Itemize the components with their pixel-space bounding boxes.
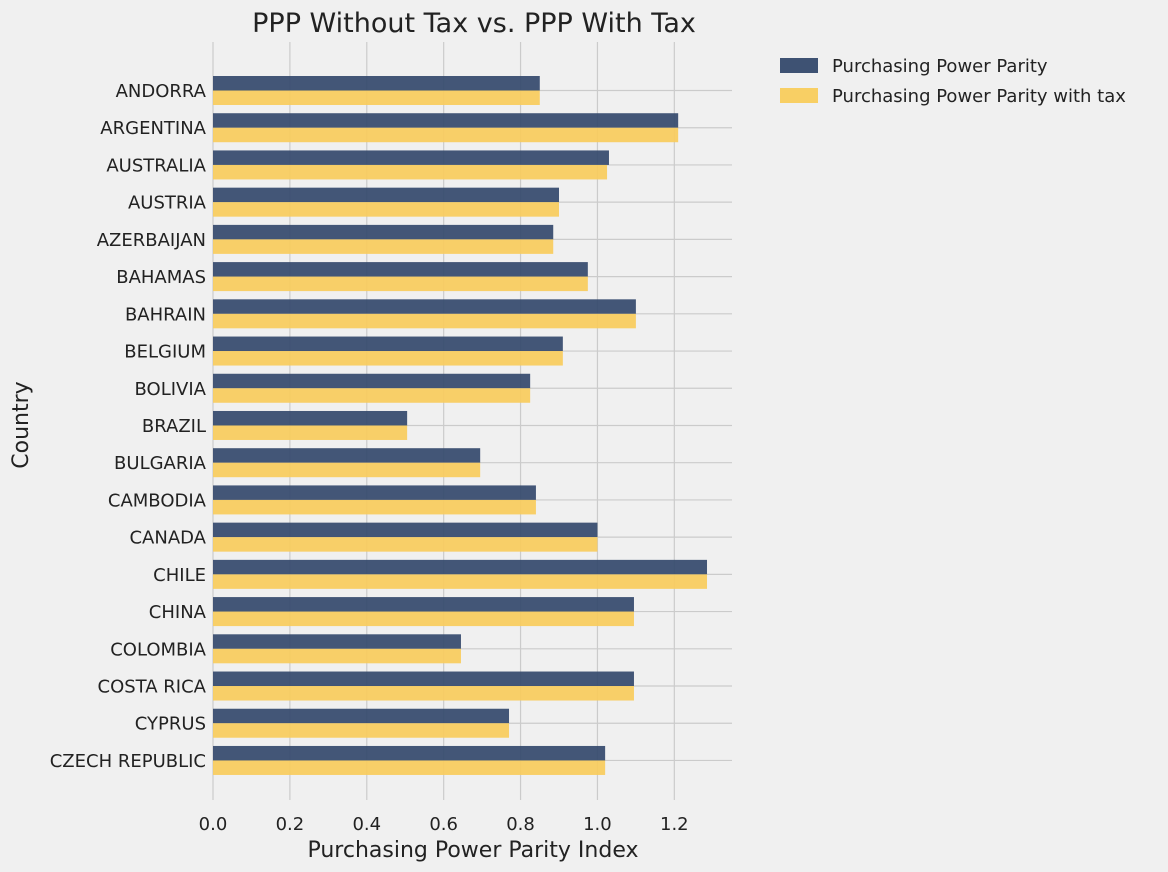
y-tick-label: ANDORRA (116, 81, 207, 102)
bar-ppp-chile (213, 559, 708, 575)
bar-ppp-with-tax-cyprus (213, 723, 510, 738)
bar-ppp-bolivia (213, 373, 531, 389)
y-tick-label: CANADA (129, 528, 206, 549)
bar-ppp-australia (213, 150, 609, 165)
x-tick-label: 0.8 (506, 814, 535, 835)
bar-ppp-with-tax-bulgaria (213, 462, 481, 478)
bar-ppp-with-tax-china (213, 611, 634, 627)
y-tick-label: COSTA RICA (98, 677, 207, 698)
y-tick-label: CZECH REPUBLIC (50, 751, 206, 772)
bar-ppp-canada (213, 522, 598, 538)
bar-ppp-with-tax-azerbaijan (213, 239, 554, 254)
bar-ppp-with-tax-canada (213, 537, 598, 552)
y-tick-label: COLOMBIA (110, 639, 206, 660)
y-tick-label: ARGENTINA (100, 118, 206, 139)
bar-ppp-bahamas (213, 262, 588, 277)
bar-ppp-azerbaijan (213, 224, 554, 240)
bar-ppp-with-tax-australia (213, 164, 608, 180)
y-tick-label: BAHAMAS (116, 267, 206, 288)
bar-ppp-with-tax-belgium (213, 351, 563, 366)
x-tick-label: 0.4 (352, 814, 381, 835)
x-tick-label: 0.2 (276, 814, 305, 835)
y-tick-label: BRAZIL (142, 416, 206, 437)
y-axis-title: Country (9, 381, 34, 468)
y-tick-label: BAHRAIN (125, 304, 206, 325)
bar-ppp-with-tax-bahamas (213, 276, 588, 292)
bar-ppp-costa-rica (213, 671, 634, 687)
y-tick-label: CAMBODIA (108, 490, 207, 511)
legend-label-series-2: Purchasing Power Parity with tax (832, 86, 1126, 107)
y-tick-label: AZERBAIJAN (97, 230, 206, 251)
x-tick-label: 1.2 (660, 814, 689, 835)
legend: Purchasing Power Parity Purchasing Power… (780, 56, 1126, 107)
bar-ppp-with-tax-bahrain (213, 313, 636, 329)
y-tick-label: AUSTRIA (128, 193, 207, 214)
y-tick-label: BULGARIA (114, 453, 207, 474)
legend-swatch-series-1 (780, 58, 818, 73)
bar-ppp-with-tax-chile (213, 574, 708, 589)
bar-ppp-with-tax-austria (213, 202, 559, 217)
y-tick-label: CHINA (149, 602, 207, 623)
y-tick-labels: ANDORRA ARGENTINA AUSTRALIA AUSTRIA AZERBAIJ… (50, 81, 207, 772)
x-axis-title: Purchasing Power Parity Index (307, 838, 638, 863)
bar-ppp-austria (213, 187, 559, 203)
x-tick-label: 0.0 (199, 814, 228, 835)
bar-ppp-cyprus (213, 708, 510, 724)
legend-label-series-1: Purchasing Power Parity (832, 56, 1048, 77)
bar-ppp-brazil (213, 410, 408, 426)
y-tick-label: AUSTRALIA (106, 155, 206, 176)
bar-ppp-with-tax-colombia (213, 648, 461, 664)
bar-ppp-belgium (213, 336, 563, 352)
bar-ppp-argentina (213, 113, 679, 128)
y-tick-label: CYPRUS (135, 714, 206, 735)
bar-ppp-bulgaria (213, 448, 481, 463)
bar-ppp-with-tax-argentina (213, 127, 679, 143)
bar-ppp-with-tax-cambodia (213, 499, 536, 515)
bar-ppp-china (213, 597, 634, 612)
y-tick-label: CHILE (153, 565, 206, 586)
bar-ppp-bahrain (213, 299, 636, 314)
bar-ppp-cambodia (213, 485, 536, 500)
y-tick-label: BOLIVIA (135, 379, 207, 400)
bar-ppp-with-tax-andorra (213, 90, 540, 105)
x-tick-label: 1.0 (583, 814, 612, 835)
bar-ppp-andorra (213, 76, 540, 91)
x-tick-label: 0.6 (429, 814, 458, 835)
bar-ppp-colombia (213, 634, 461, 649)
bars (213, 76, 708, 775)
chart-title: PPP Without Tax vs. PPP With Tax (252, 8, 696, 39)
bar-ppp-czech-republic (213, 745, 606, 761)
bar-ppp-with-tax-bolivia (213, 388, 531, 403)
bar-ppp-with-tax-brazil (213, 425, 408, 440)
y-tick-label: BELGIUM (124, 342, 206, 363)
bar-ppp-with-tax-costa-rica (213, 686, 634, 701)
bar-ppp-with-tax-czech-republic (213, 760, 606, 775)
legend-swatch-series-2 (780, 88, 818, 103)
x-tick-labels: 0.0 0.2 0.4 0.6 0.8 1.0 1.2 (199, 814, 689, 835)
